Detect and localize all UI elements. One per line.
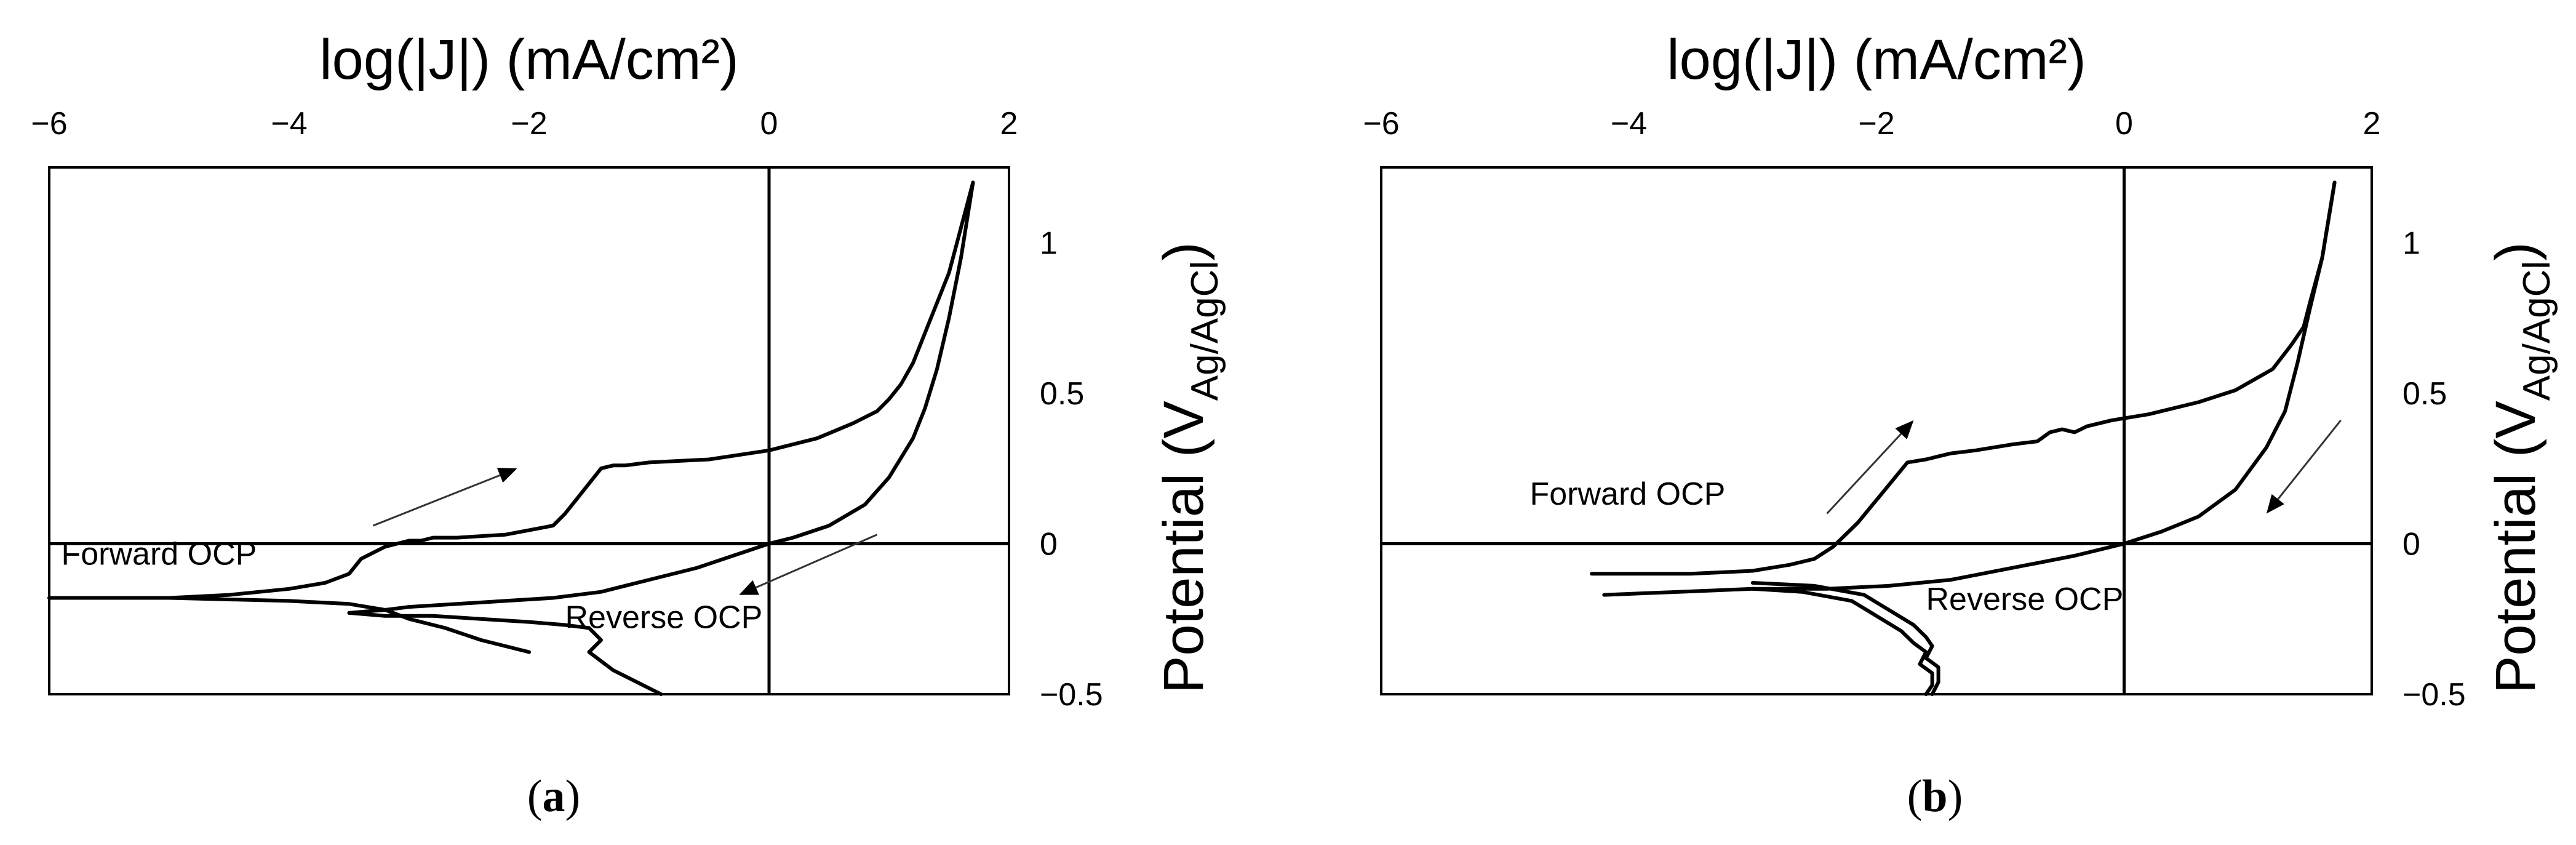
y-tick-label: −0.5 <box>2403 677 2466 713</box>
y-tick-label: −0.5 <box>1040 677 1103 713</box>
direction-arrow-shaft <box>2277 419 2342 500</box>
x-tick-label: 2 <box>1000 106 1018 142</box>
annotation-label: Reverse OCP <box>565 599 763 635</box>
panel-label-open: ( <box>527 771 543 822</box>
x-tick-label: −6 <box>31 106 67 142</box>
x-tick-label: −6 <box>1363 106 1399 142</box>
chart-panel-b: log(|J|) (mA/cm²) −6 −4 −2 0 2 1 0.5 0 −0.5 Potent… <box>1363 28 2558 822</box>
panel-label-close: ) <box>1948 771 1963 822</box>
direction-arrow-shaft <box>756 534 878 588</box>
direction-arrow-head <box>1895 420 1914 439</box>
direction-arrow-shaft <box>1826 433 1902 515</box>
series-line-1 <box>1590 180 2337 576</box>
panel-label: (a) <box>527 771 580 822</box>
panel-label: (b) <box>1907 771 1963 822</box>
y-axis-title-close: ) <box>1152 242 1215 261</box>
series-line-3 <box>47 596 531 654</box>
y-tick-label: 1 <box>1040 225 1058 261</box>
x-tick-label: 0 <box>2115 106 2133 142</box>
annotation-label: Reverse OCP <box>1926 582 2124 617</box>
x-axis-title: log(|J|) (mA/cm²) <box>1667 28 2086 91</box>
y-axis-title-main: Potential (V <box>1152 401 1215 694</box>
y-axis-title: Potential (VAg/AgCl) <box>1152 242 1226 694</box>
annotation-label: Forward OCP <box>62 537 257 572</box>
y-axis-title: Potential (VAg/AgCl) <box>2484 242 2558 694</box>
series-line-4 <box>1750 587 1934 696</box>
series-line-1 <box>47 180 975 600</box>
y-tick-label: 0 <box>1040 526 1058 562</box>
series-line-2 <box>1602 180 2337 597</box>
series-line-3 <box>1750 581 1940 696</box>
annotation-label: Forward OCP <box>1530 476 1726 512</box>
panel-label-close: ) <box>565 771 581 822</box>
x-tick-label: −4 <box>271 106 307 142</box>
x-tick-label: −2 <box>1858 106 1894 142</box>
series-line-4 <box>347 611 663 696</box>
plot-frame <box>48 166 1010 695</box>
direction-arrow-head <box>496 468 517 483</box>
x-tick-label: 0 <box>760 106 778 142</box>
y-axis-title-subscript: Ag/AgCl <box>1184 261 1226 401</box>
direction-arrow-shaft <box>372 474 501 527</box>
y-axis-title-close: ) <box>2484 242 2547 261</box>
panel-label-letter: b <box>1922 771 1947 822</box>
series-line-2 <box>347 180 975 615</box>
x-axis-title: log(|J|) (mA/cm²) <box>319 28 739 91</box>
y-axis-title-main: Potential (V <box>2484 401 2547 694</box>
chart-panel-a: log(|J|) (mA/cm²) −6 −4 −2 0 2 1 0.5 0 −0.5 Potent… <box>31 28 1226 822</box>
x-tick-label: 2 <box>2363 106 2381 142</box>
y-tick-label: 0.5 <box>2403 376 2447 412</box>
y-tick-label: 0 <box>2403 526 2420 562</box>
x-tick-label: −2 <box>511 106 547 142</box>
panel-label-letter: a <box>543 771 565 822</box>
direction-arrow-head <box>739 580 759 595</box>
plot-frame <box>1380 166 2373 695</box>
y-axis-title-subscript: Ag/AgCl <box>2516 261 2558 401</box>
panel-label-open: ( <box>1907 771 1923 822</box>
y-tick-label: 0.5 <box>1040 376 1084 412</box>
y-tick-label: 1 <box>2403 225 2420 261</box>
direction-arrow-head <box>2266 494 2284 514</box>
x-tick-label: −4 <box>1611 106 1647 142</box>
